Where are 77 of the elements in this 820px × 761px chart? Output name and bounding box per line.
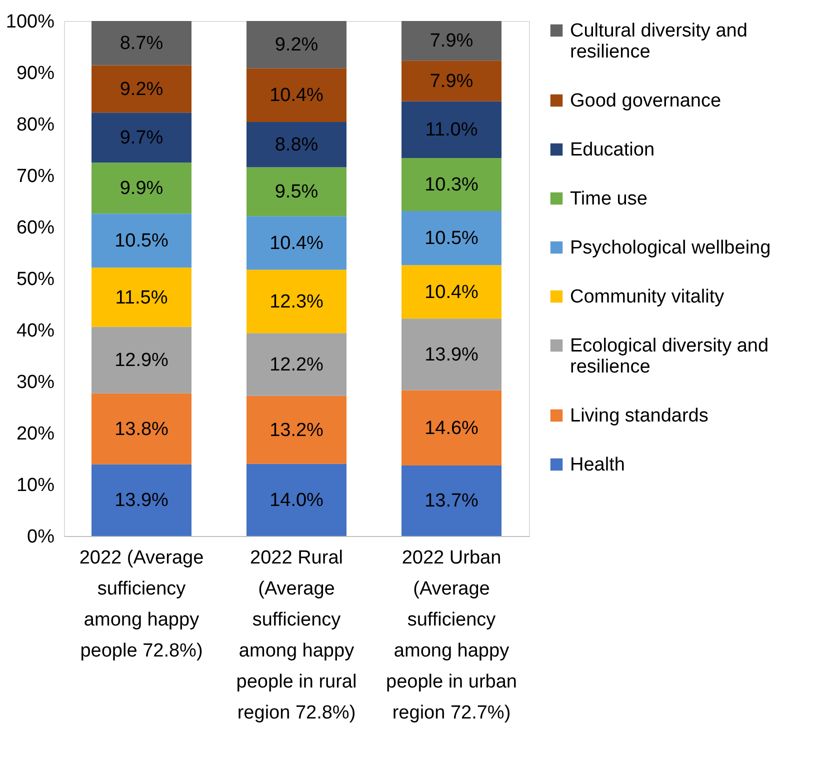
data-label: 10.4% xyxy=(270,85,324,106)
bar xyxy=(92,112,192,163)
data-label: 10.5% xyxy=(114,230,169,252)
bar xyxy=(246,68,346,122)
data-label: 8.8% xyxy=(274,134,318,156)
data-label: 13.7% xyxy=(424,490,479,512)
bar xyxy=(402,465,502,536)
bar xyxy=(246,167,346,216)
y-tick-label: 80% xyxy=(16,114,55,136)
bar xyxy=(92,326,192,394)
y-tick-label: 90% xyxy=(16,63,55,84)
bar xyxy=(92,162,192,214)
data-label: 11.5% xyxy=(115,287,168,308)
legend-label: Time use xyxy=(570,188,648,210)
bar xyxy=(402,390,502,466)
bar xyxy=(246,464,346,536)
bar xyxy=(246,396,346,464)
legend-label: Community vitality xyxy=(570,286,725,308)
y-tick-label: 60% xyxy=(16,218,55,238)
y-tick-label: 100% xyxy=(6,12,55,32)
bar xyxy=(246,333,346,396)
data-label: 10.4% xyxy=(270,232,324,254)
y-tick-label: 30% xyxy=(16,372,55,393)
y-tick-label: 70% xyxy=(16,166,55,187)
bar xyxy=(246,21,346,68)
bar xyxy=(92,214,192,268)
bar xyxy=(92,65,192,113)
y-tick-label: 20% xyxy=(16,424,55,444)
legend-label: Education xyxy=(570,140,655,160)
data-label: 13.2% xyxy=(270,420,324,441)
legend-label: Health xyxy=(570,454,625,476)
bar xyxy=(402,265,502,319)
legend-label: Good governance xyxy=(570,90,722,112)
data-label: 11.0% xyxy=(425,120,478,141)
x-tick-label: 2022 Urban (Average sufficiency among happy people in urban region 72.7%) xyxy=(386,548,517,724)
data-label: 13.9% xyxy=(114,490,169,512)
bar xyxy=(402,211,502,266)
bar xyxy=(402,158,502,212)
bar xyxy=(92,464,192,536)
bar xyxy=(402,21,502,61)
bar xyxy=(402,101,502,158)
bar xyxy=(246,122,346,168)
bar xyxy=(246,216,346,270)
data-label: 14.6% xyxy=(424,418,479,439)
x-tick-label: 2022 Rural (Average sufficiency among happy people in rural region 72.8%) xyxy=(236,548,357,724)
data-label: 10.3% xyxy=(424,174,479,196)
data-label: 9.9% xyxy=(120,178,164,200)
data-label: 9.5% xyxy=(274,182,318,203)
data-label: 13.9% xyxy=(424,344,479,366)
data-label: 7.9% xyxy=(430,30,474,52)
y-tick-label: 40% xyxy=(16,320,55,342)
data-label: 14.0% xyxy=(270,490,324,511)
bar xyxy=(402,60,502,102)
data-label: 13.8% xyxy=(114,418,169,440)
bar xyxy=(402,318,502,390)
data-label: 12.9% xyxy=(114,350,169,372)
bar xyxy=(246,270,346,334)
bar xyxy=(92,268,192,327)
legend-label: Psychological wellbeing xyxy=(570,238,771,258)
data-label: 12.2% xyxy=(270,354,324,376)
y-tick-label: 0% xyxy=(27,526,55,548)
data-label: 10.4% xyxy=(424,282,479,303)
bar xyxy=(92,21,192,66)
data-label: 10.5% xyxy=(424,228,479,250)
data-label: 9.2% xyxy=(274,34,318,56)
bar xyxy=(92,393,192,464)
y-tick-label: 10% xyxy=(16,475,55,496)
y-tick-label: 50% xyxy=(16,269,55,290)
legend-label: Ecological diversity and resilience xyxy=(570,336,769,378)
legend-label: Living standards xyxy=(570,406,708,426)
x-tick-label: 2022 (Average sufficiency among happy people 72.8%) xyxy=(79,548,204,662)
data-label: 12.3% xyxy=(270,291,324,312)
data-label: 9.7% xyxy=(120,128,164,149)
data-label: 9.2% xyxy=(120,78,164,100)
data-label: 7.9% xyxy=(430,70,474,92)
legend-label: Cultural diversity and resilience xyxy=(570,20,748,62)
data-label: 8.7% xyxy=(120,32,164,54)
